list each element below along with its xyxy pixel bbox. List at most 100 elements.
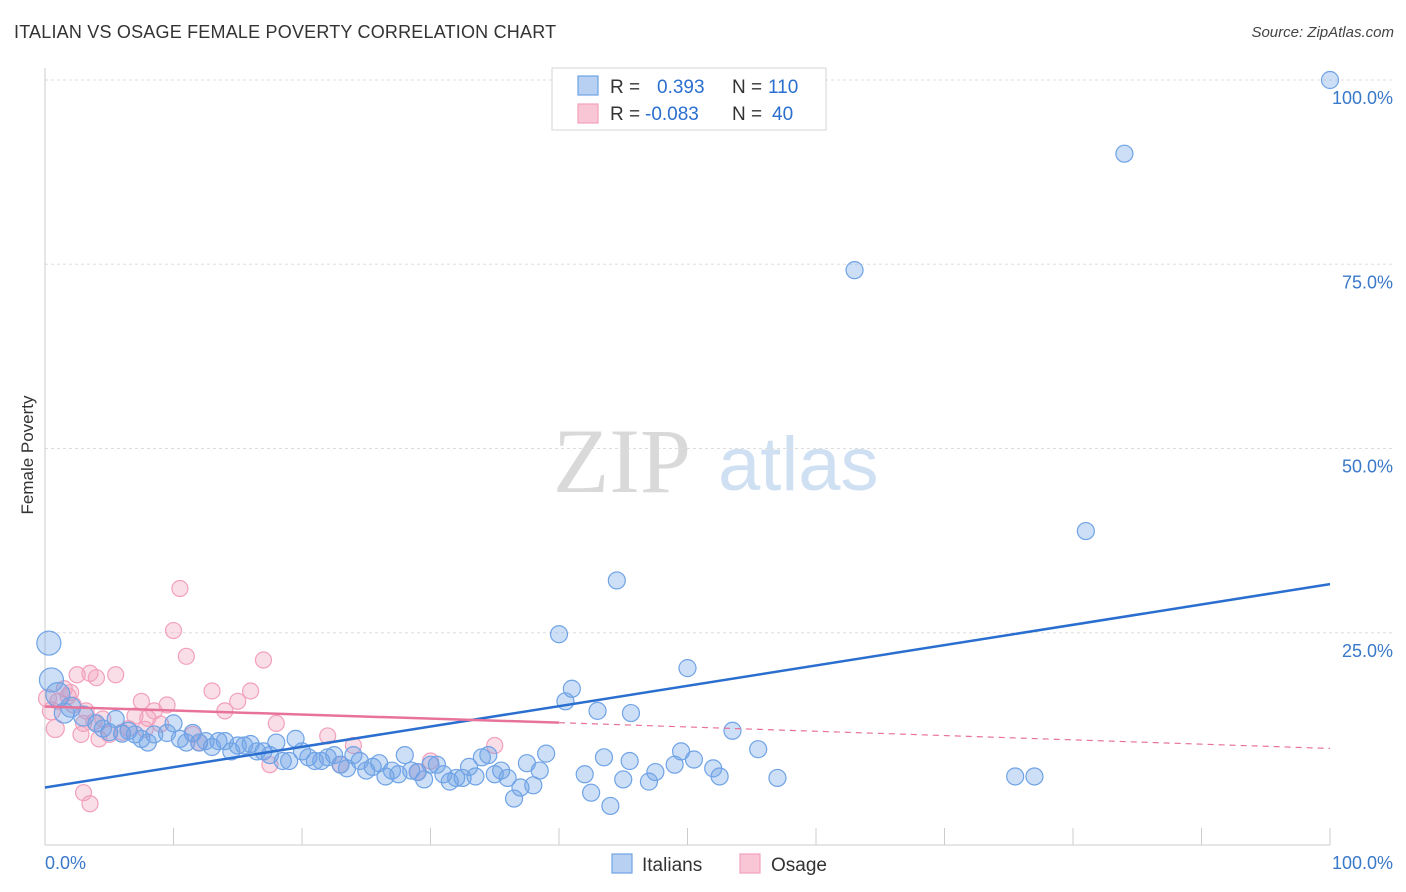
osage-point (229, 692, 247, 710)
legend-r-value-osage: -0.083 (645, 104, 699, 125)
y-axis-label: Female Poverty (18, 395, 37, 515)
osage-trend-line (44, 705, 560, 724)
x-tick-label-0: 0.0% (45, 853, 86, 873)
italians-point (530, 761, 549, 780)
italians-point (479, 745, 498, 765)
italians-point (594, 748, 614, 767)
italians-point (395, 745, 414, 765)
italians-point (1025, 767, 1044, 786)
italians-point (614, 770, 633, 789)
italians-point (38, 667, 65, 693)
italians-point (537, 744, 556, 763)
legend-r-label-osage: R = (610, 104, 640, 125)
y-tick-label-0: 25.0% (1342, 641, 1393, 661)
osage-point (107, 666, 125, 684)
legend-n-label-osage: N = (732, 104, 762, 125)
italians-point (164, 714, 183, 733)
stats-legend: R = 0.393 N = 110 R = -0.083 N = 40 (551, 67, 827, 131)
osage-point (171, 579, 189, 598)
italians-point (36, 630, 62, 656)
grid-lines (45, 79, 1395, 634)
italians-point (582, 783, 601, 802)
legend-n-label-italians: N = (732, 77, 762, 98)
italians-point (209, 731, 228, 751)
italians-point (492, 761, 511, 780)
y-tick-labels: 25.0% 50.0% 75.0% 100.0% (1332, 88, 1393, 661)
y-tick-label-3: 100.0% (1332, 88, 1393, 108)
osage-point (267, 714, 285, 733)
osage-point (90, 730, 108, 748)
osage-point (164, 621, 183, 640)
bottom-legend-swatch-osage (739, 853, 761, 874)
italians-point (710, 767, 729, 786)
osage-trend-line-extrapolated (558, 722, 1331, 750)
italians-point (588, 701, 607, 720)
italians-point (749, 740, 768, 759)
italians-point (1076, 521, 1095, 541)
italians-point (427, 755, 447, 774)
italians-point (620, 751, 639, 771)
chart-title: ITALIAN VS OSAGE FEMALE POVERTY CORRELAT… (14, 22, 557, 42)
italians-point (466, 767, 485, 786)
x-tick-label-1: 100.0% (1332, 853, 1393, 873)
italians-point (768, 768, 787, 788)
italians-point (646, 762, 665, 782)
italians-point (562, 679, 581, 698)
x-tick-labels: 0.0% 100.0% (45, 853, 1393, 873)
osage-point (68, 666, 86, 684)
italians-point (447, 768, 466, 788)
italians-point (267, 733, 286, 752)
legend-swatch-osage (577, 103, 599, 124)
italians-point (575, 765, 594, 784)
italians-point (402, 761, 421, 780)
italians-point (549, 625, 569, 644)
italians-point (601, 796, 620, 816)
bottom-legend-label-italians: Italians (642, 855, 702, 876)
axes (44, 68, 1331, 846)
italians-point (459, 757, 479, 776)
osage-point (486, 736, 504, 755)
legend-r-value-italians: 0.393 (657, 77, 705, 98)
osage-point (74, 784, 93, 802)
italians-point (723, 721, 742, 740)
italians-point (678, 659, 697, 678)
osage-point (177, 647, 195, 665)
osage-point (126, 707, 144, 725)
legend-r-label-italians: R = (610, 77, 640, 98)
y-tick-label-2: 75.0% (1342, 272, 1393, 292)
italians-point (280, 751, 299, 771)
osage-point (254, 651, 273, 669)
bottom-legend-label-osage: Osage (771, 855, 827, 876)
osage-point (203, 682, 221, 700)
legend-n-value-osage: 40 (772, 104, 793, 125)
italians-point (1006, 767, 1025, 786)
trend-lines (44, 582, 1331, 789)
italians-point (845, 261, 864, 280)
italians-point (1115, 144, 1134, 163)
osage-point (72, 725, 90, 744)
legend-swatch-italians (577, 75, 599, 96)
italians-point (639, 772, 659, 791)
italians-point (498, 768, 517, 788)
source-credit: Source: ZipAtlas.com (1251, 24, 1394, 41)
italians-point (177, 733, 196, 752)
italians-point (621, 703, 641, 723)
italians-point (504, 789, 524, 808)
osage-point (242, 682, 260, 700)
italians-point (273, 751, 292, 771)
osage-point (87, 669, 106, 687)
italians-point (325, 745, 344, 765)
y-tick-label-1: 50.0% (1342, 457, 1393, 477)
legend-n-value-italians: 110 (768, 77, 798, 98)
osage-point (62, 683, 80, 702)
italians-trend-line (44, 582, 1331, 789)
watermark-atlas: atlas (718, 422, 879, 507)
bottom-legend-swatch-italians (611, 853, 633, 874)
osage-point (45, 718, 65, 739)
italians-point (671, 742, 691, 761)
watermark-zip: ZIP (553, 410, 691, 512)
italians-point (684, 750, 704, 769)
italians-point (1320, 70, 1340, 90)
italians-point (183, 723, 202, 743)
